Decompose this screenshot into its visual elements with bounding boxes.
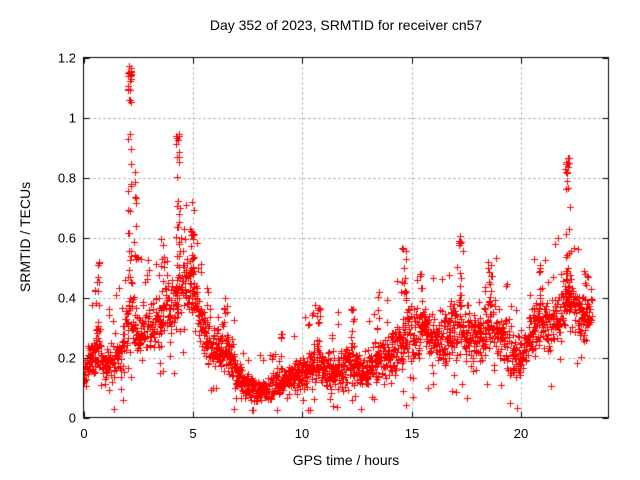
x-axis-label: GPS time / hours bbox=[292, 452, 400, 468]
x-tick-label: 5 bbox=[189, 426, 197, 441]
y-tick-label: 0.6 bbox=[57, 230, 76, 246]
y-tick-label: 1.2 bbox=[57, 50, 76, 66]
y-tick-label: 0.4 bbox=[57, 290, 76, 306]
x-tick-label: 20 bbox=[513, 426, 529, 441]
x-tick-label: 15 bbox=[404, 426, 420, 441]
x-tick-label: 10 bbox=[294, 426, 310, 441]
y-tick-label: 1 bbox=[68, 110, 76, 126]
y-tick-label: 0.2 bbox=[57, 350, 76, 366]
x-tick-label: 0 bbox=[80, 426, 88, 441]
y-tick-label: 0 bbox=[68, 410, 76, 426]
chart-title: Day 352 of 2023, SRMTID for receiver cn5… bbox=[209, 17, 483, 33]
y-tick-label: 0.8 bbox=[57, 170, 76, 186]
